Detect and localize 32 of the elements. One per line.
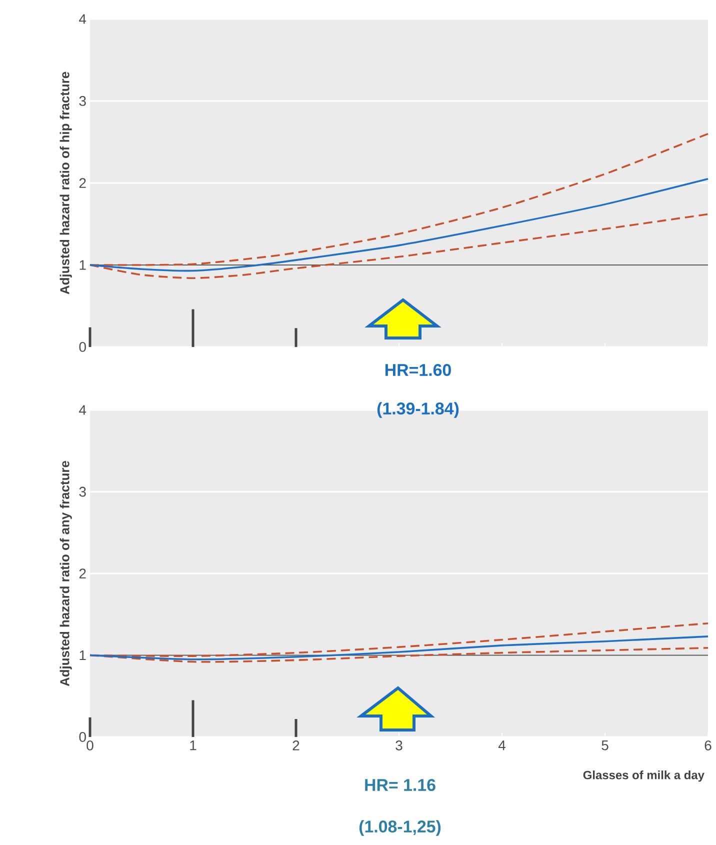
y-tick-label: 4 <box>79 405 86 415</box>
y-tick-label: 3 <box>79 486 86 497</box>
y-tick-label: 2 <box>79 568 86 578</box>
bar <box>294 719 298 737</box>
x-axis-title: Glasses of milk a day <box>583 770 704 782</box>
annotation: (1.39-1.84) <box>377 402 459 418</box>
x-tick-label: 1 <box>190 740 196 750</box>
line-series <box>89 636 709 660</box>
x-tick-label: 3 <box>396 740 402 750</box>
y-tick-label: 4 <box>79 14 86 24</box>
y-axis-title: Adjusted hazard ratio of any fracture <box>60 460 72 686</box>
y-tick-label: 1 <box>80 260 86 270</box>
x-tick-label: 0 <box>86 740 94 750</box>
bar <box>88 327 92 347</box>
y-tick-label: 1 <box>80 650 86 660</box>
text: HR=1.60 <box>385 364 451 376</box>
x-tick-label: 6 <box>704 740 712 750</box>
x-tick-label: 2 <box>292 740 300 750</box>
y-axis-title: Adjusted hazard ratio of hip fracture <box>60 72 72 294</box>
text: (1.08-1,25) <box>359 820 441 836</box>
x-tick-label: 5 <box>602 740 608 750</box>
bar <box>88 717 92 737</box>
bar <box>192 700 194 737</box>
bar <box>294 328 298 347</box>
line-series <box>89 178 709 272</box>
y-tick-label: 0 <box>79 342 86 352</box>
text: HR= 1.16 <box>365 779 436 791</box>
y-tick-label: 2 <box>79 178 86 188</box>
x-tick-label: 4 <box>498 740 506 750</box>
y-tick-label: 3 <box>79 96 86 106</box>
bar <box>192 309 194 347</box>
y-tick-label: 0 <box>79 732 86 742</box>
